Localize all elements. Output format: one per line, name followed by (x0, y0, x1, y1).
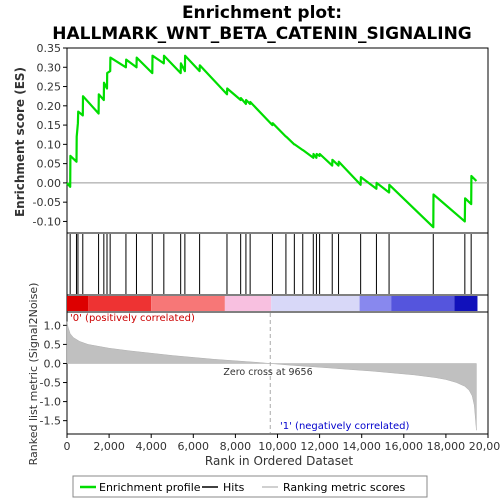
metric-y-tick-label: 0.0 (44, 357, 62, 370)
enrichment-profile-series (66, 54, 478, 229)
x-tick-label: 8,000 (220, 440, 252, 453)
x-axis-label: Rank in Ordered Dataset (205, 454, 353, 468)
x-tick-label: 12,000 (300, 440, 339, 453)
es-y-tick-label: 0.20 (37, 100, 62, 113)
legend-label-ranking: Ranking metric scores (283, 481, 405, 494)
color-bar-segment (271, 296, 360, 311)
legend-label-hits: Hits (223, 481, 245, 494)
metric-y-tick-label: 0.5 (44, 338, 62, 351)
enrichment-profile-line (66, 54, 478, 229)
x-tick-label: 16,000 (385, 440, 424, 453)
neg-correlated-label: '1' (negatively correlated) (280, 421, 409, 432)
es-y-tick-label: 0.25 (37, 81, 62, 94)
chart-title-line-1: Enrichment plot: (182, 3, 342, 23)
color-bar-segment (88, 296, 152, 311)
x-tick-label: 14,000 (342, 440, 381, 453)
rank-x-axis: 0 2,000 4,000 6,000 8,000 10,000 12,000 14,000 1… (64, 434, 500, 453)
metric-y-tick-label: -1.5 (40, 415, 61, 428)
metric-y-axis-label: Ranked list metric (Signal2Noise) (27, 283, 40, 466)
legend-box (72, 475, 428, 498)
pos-correlated-label: '0' (positively correlated) (70, 313, 195, 324)
x-tick-label: 6,000 (178, 440, 210, 453)
hits-lines (69, 234, 472, 294)
metric-y-tick-label: -0.5 (40, 377, 61, 390)
chart-title-line-2: HALLMARK_WNT_BETA_CATENIN_SIGNALING (52, 24, 472, 44)
zero-cross-label: Zero cross at 9656 (223, 367, 312, 378)
x-tick-label: 0 (64, 440, 71, 453)
es-y-axis: -0.10 -0.05 0.00 0.05 0.10 0.15 0.20 0.25 0.30 0.… (33, 42, 67, 228)
es-y-axis-label: Enrichment score (ES) (13, 67, 27, 217)
es-y-tick-label: 0.05 (37, 158, 62, 171)
metric-y-tick-label: 1.0 (44, 319, 62, 332)
es-y-tick-label: 0.35 (37, 42, 62, 55)
es-y-tick-label: -0.05 (33, 196, 61, 209)
color-bar-segment (151, 296, 225, 311)
x-tick-label: 4,000 (135, 440, 167, 453)
hits-panel-frame (66, 232, 489, 296)
metric-y-axis: -1.5 -1.0 -0.5 0.0 0.5 1.0 (40, 319, 67, 428)
ranking-metric-area (66, 313, 477, 433)
es-y-tick-label: 0.10 (37, 138, 62, 151)
ranking-color-bar (67, 296, 478, 311)
x-tick-label: 20,000 (469, 440, 500, 453)
color-bar-segment (67, 296, 89, 311)
ranking-metric-fill (66, 321, 477, 431)
color-bar-segment (391, 296, 455, 311)
es-y-tick-label: 0.00 (37, 177, 62, 190)
x-tick-label: 10,000 (258, 440, 297, 453)
color-bar-segment (454, 296, 478, 311)
legend-label-enrichment: Enrichment profile (99, 481, 201, 494)
color-bar-segment (224, 296, 272, 311)
es-y-tick-label: 0.30 (37, 61, 62, 74)
metric-y-tick-label: -1.0 (40, 396, 61, 409)
x-tick-label: 18,000 (427, 440, 466, 453)
es-y-tick-label: 0.15 (37, 119, 62, 132)
es-panel-frame (66, 47, 489, 234)
x-tick-label: 2,000 (93, 440, 125, 453)
es-y-tick-label: -0.10 (33, 215, 61, 228)
color-bar-segment (359, 296, 392, 311)
